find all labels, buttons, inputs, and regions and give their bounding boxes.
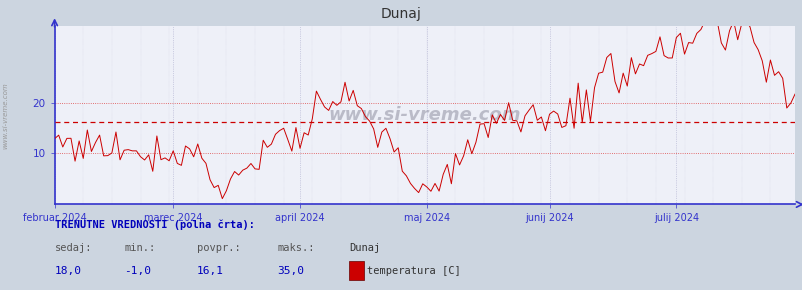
Text: maks.:: maks.: bbox=[277, 243, 314, 253]
Text: 35,0: 35,0 bbox=[277, 266, 304, 276]
Text: www.si-vreme.com: www.si-vreme.com bbox=[328, 106, 520, 124]
Text: Dunaj: Dunaj bbox=[349, 243, 380, 253]
Text: 18,0: 18,0 bbox=[55, 266, 82, 276]
Text: -1,0: -1,0 bbox=[124, 266, 152, 276]
Text: www.si-vreme.com: www.si-vreme.com bbox=[2, 83, 9, 149]
Text: 16,1: 16,1 bbox=[196, 266, 224, 276]
Text: TRENUTNE VREDNOSTI (polna črta):: TRENUTNE VREDNOSTI (polna črta): bbox=[55, 219, 254, 230]
Text: Dunaj: Dunaj bbox=[381, 7, 421, 21]
Text: povpr.:: povpr.: bbox=[196, 243, 240, 253]
Text: temperatura [C]: temperatura [C] bbox=[367, 266, 460, 276]
Text: sedaj:: sedaj: bbox=[55, 243, 92, 253]
Text: min.:: min.: bbox=[124, 243, 156, 253]
